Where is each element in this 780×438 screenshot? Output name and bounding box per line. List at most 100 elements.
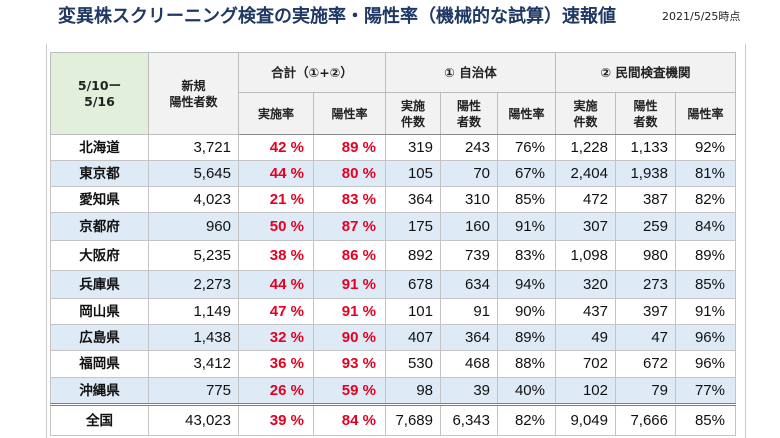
total-test-rate-header: 実施率 bbox=[238, 92, 314, 135]
new-cases-cell: 43,023 bbox=[148, 403, 239, 436]
private-positives-cell: 7,666 bbox=[615, 403, 676, 436]
table-row: 広島県 1,438 32 % 90 % 407 364 89% 49 47 96% bbox=[50, 324, 736, 351]
total-positive-rate-cell: 87 % bbox=[313, 212, 386, 241]
local-tests-cell: 530 bbox=[385, 350, 441, 378]
private-tests-header: 実施 件数 bbox=[555, 92, 616, 135]
local-tests-cell: 101 bbox=[385, 298, 441, 325]
table-row: 福岡県 3,412 36 % 93 % 530 468 88% 702 672 96% bbox=[50, 350, 736, 378]
private-positive-rate-cell: 85% bbox=[675, 270, 736, 299]
local-tests-cell: 364 bbox=[385, 186, 441, 213]
as-of-date: 2021/5/25時点 bbox=[662, 10, 741, 23]
local-positive-rate-cell: 82% bbox=[497, 403, 556, 436]
local-positives-header-line1: 陽性 bbox=[456, 98, 481, 113]
private-positives-cell: 1,938 bbox=[615, 160, 676, 187]
total-positive-rate-cell: 93 % bbox=[313, 350, 386, 378]
private-tests-cell: 1,098 bbox=[555, 240, 616, 271]
new-cases-cell: 5,235 bbox=[148, 240, 239, 271]
total-test-rate-cell: 50 % bbox=[238, 212, 314, 241]
period-header: 5/10ー 5/16 bbox=[50, 52, 149, 135]
table-row: 愛知県 4,023 21 % 83 % 364 310 85% 472 387 82% bbox=[50, 186, 736, 213]
private-positive-rate-cell: 89% bbox=[675, 240, 736, 271]
prefecture-cell: 北海道 bbox=[50, 134, 149, 161]
new-cases-cell: 3,412 bbox=[148, 350, 239, 378]
local-positives-cell: 160 bbox=[440, 212, 498, 241]
private-positives-cell: 672 bbox=[615, 350, 676, 378]
private-tests-cell: 307 bbox=[555, 212, 616, 241]
table-row: 沖縄県 775 26 % 59 % 98 39 40% 102 79 77% bbox=[50, 377, 736, 405]
local-positive-rate-cell: 40% bbox=[497, 377, 556, 405]
total-test-rate-cell: 42 % bbox=[238, 134, 314, 161]
prefecture-cell: 兵庫県 bbox=[50, 270, 149, 299]
local-positives-cell: 39 bbox=[440, 377, 498, 405]
prefecture-cell: 沖縄県 bbox=[50, 377, 149, 405]
local-tests-cell: 105 bbox=[385, 160, 441, 187]
prefecture-cell: 大阪府 bbox=[50, 240, 149, 271]
private-positives-cell: 387 bbox=[615, 186, 676, 213]
private-tests-cell: 9,049 bbox=[555, 403, 616, 436]
group-private-header: ② 民間検査機関 bbox=[555, 52, 736, 93]
private-tests-cell: 1,228 bbox=[555, 134, 616, 161]
private-positive-rate-cell: 96% bbox=[675, 350, 736, 378]
local-tests-header: 実施 件数 bbox=[385, 92, 441, 135]
total-positive-rate-cell: 86 % bbox=[313, 240, 386, 271]
new-cases-cell: 5,645 bbox=[148, 160, 239, 187]
local-positive-rate-cell: 67% bbox=[497, 160, 556, 187]
new-cases-cell: 1,438 bbox=[148, 324, 239, 351]
slide-title: 変異株スクリーニング検査の実施率・陽性率（機械的な試算）速報値 bbox=[58, 6, 616, 27]
local-positives-cell: 310 bbox=[440, 186, 498, 213]
local-positives-cell: 243 bbox=[440, 134, 498, 161]
new-cases-cell: 3,721 bbox=[148, 134, 239, 161]
table-row: 兵庫県 2,273 44 % 91 % 678 634 94% 320 273 85% bbox=[50, 270, 736, 299]
prefecture-cell: 東京都 bbox=[50, 160, 149, 187]
private-tests-cell: 2,404 bbox=[555, 160, 616, 187]
private-positive-rate-cell: 91% bbox=[675, 298, 736, 325]
private-tests-cell: 437 bbox=[555, 298, 616, 325]
table-body: 北海道 3,721 42 % 89 % 319 243 76% 1,228 1,133 92% 東京… bbox=[50, 134, 736, 436]
private-tests-header-line1: 実施 bbox=[573, 98, 598, 113]
local-positives-cell: 91 bbox=[440, 298, 498, 325]
local-tests-cell: 7,689 bbox=[385, 403, 441, 436]
local-positives-cell: 468 bbox=[440, 350, 498, 378]
table-row: 京都府 960 50 % 87 % 175 160 91% 307 259 84% bbox=[50, 212, 736, 241]
local-positives-cell: 739 bbox=[440, 240, 498, 271]
private-tests-header-line2: 件数 bbox=[573, 114, 598, 129]
local-positive-rate-cell: 76% bbox=[497, 134, 556, 161]
local-positive-rate-cell: 91% bbox=[497, 212, 556, 241]
new-cases-cell: 960 bbox=[148, 212, 239, 241]
prefecture-cell: 全国 bbox=[50, 403, 149, 436]
total-positive-rate-cell: 84 % bbox=[313, 403, 386, 436]
private-tests-cell: 702 bbox=[555, 350, 616, 378]
table-row: 大阪府 5,235 38 % 86 % 892 739 83% 1,098 980 89% bbox=[50, 240, 736, 271]
private-positives-cell: 397 bbox=[615, 298, 676, 325]
local-tests-cell: 175 bbox=[385, 212, 441, 241]
private-positive-rate-cell: 85% bbox=[675, 403, 736, 436]
local-positives-cell: 6,343 bbox=[440, 403, 498, 436]
table-row: 東京都 5,645 44 % 80 % 105 70 67% 2,404 1,938 81% bbox=[50, 160, 736, 187]
total-test-rate-cell: 47 % bbox=[238, 298, 314, 325]
prefecture-cell: 岡山県 bbox=[50, 298, 149, 325]
period-start: 5/10ー bbox=[77, 77, 122, 93]
table-row: 岡山県 1,149 47 % 91 % 101 91 90% 437 397 91% bbox=[50, 298, 736, 325]
private-tests-cell: 49 bbox=[555, 324, 616, 351]
total-positive-rate-cell: 59 % bbox=[313, 377, 386, 405]
local-positives-cell: 634 bbox=[440, 270, 498, 299]
local-tests-header-line2: 件数 bbox=[400, 114, 425, 129]
group-local-header: ① 自治体 bbox=[385, 52, 556, 93]
new-cases-cell: 1,149 bbox=[148, 298, 239, 325]
private-positive-rate-cell: 77% bbox=[675, 377, 736, 405]
local-tests-cell: 407 bbox=[385, 324, 441, 351]
local-tests-cell: 98 bbox=[385, 377, 441, 405]
prefecture-cell: 愛知県 bbox=[50, 186, 149, 213]
private-positives-cell: 259 bbox=[615, 212, 676, 241]
local-positive-rate-cell: 85% bbox=[497, 186, 556, 213]
private-positive-rate-cell: 82% bbox=[675, 186, 736, 213]
total-test-rate-cell: 21 % bbox=[238, 186, 314, 213]
local-positive-rate-cell: 88% bbox=[497, 350, 556, 378]
header-row-groups: 5/10ー 5/16 新規 陽性者数 合計（①+②） ① 自治体 ② 民間検査機… bbox=[50, 52, 736, 135]
total-positive-rate-header: 陽性率 bbox=[313, 92, 386, 135]
total-test-rate-cell: 39 % bbox=[238, 403, 314, 436]
new-cases-cell: 775 bbox=[148, 377, 239, 405]
prefecture-cell: 京都府 bbox=[50, 212, 149, 241]
table-row: 北海道 3,721 42 % 89 % 319 243 76% 1,228 1,133 92% bbox=[50, 134, 736, 161]
